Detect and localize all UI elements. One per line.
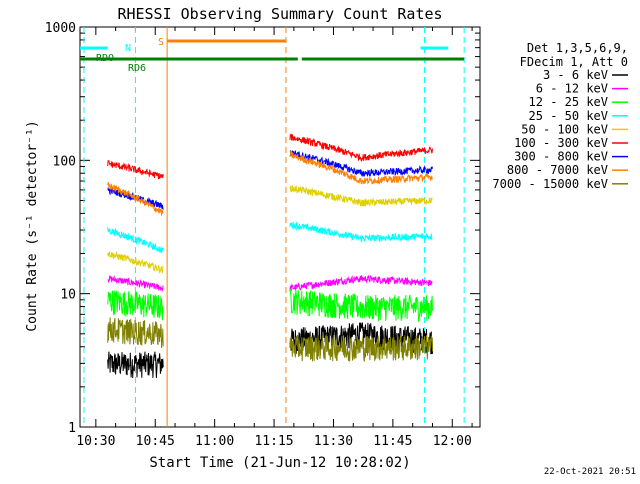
series-line	[107, 251, 164, 274]
annotation-label: RD6	[128, 63, 146, 74]
x-axis-label: Start Time (21-Jun-12 10:28:02)	[149, 455, 410, 471]
series-line	[289, 221, 433, 243]
legend-entry-label: 300 - 800 keV	[514, 150, 608, 164]
legend-entry-label: 50 - 100 keV	[521, 122, 608, 136]
legend-entry-label: 100 - 300 keV	[514, 136, 608, 150]
y-tick-label: 1000	[45, 21, 76, 36]
chart-title: RHESSI Observing Summary Count Rates	[117, 5, 442, 23]
y-axis-label: Count Rate (s⁻¹ detector⁻¹)	[25, 120, 40, 331]
x-tick-label: 10:45	[136, 434, 175, 449]
x-tick-label: 11:30	[314, 434, 353, 449]
annotation-label: S	[158, 37, 164, 48]
series-line	[289, 274, 433, 292]
series-line	[107, 275, 164, 292]
series-line	[107, 159, 164, 180]
legend-entry-label: 7000 - 15000 keV	[492, 177, 608, 191]
x-tick-label: 11:45	[373, 434, 412, 449]
x-tick-label: 11:15	[254, 434, 293, 449]
plot-frame	[79, 26, 481, 428]
legend-entry-label: 25 - 50 keV	[529, 109, 608, 123]
x-tick-label: 10:30	[76, 434, 115, 449]
annotation-label: RDO	[96, 53, 114, 64]
x-tick-label: 12:00	[433, 434, 472, 449]
series-line	[107, 290, 164, 321]
series-line	[107, 182, 164, 216]
legend-header-line-2: FDecim 1, Att 0	[520, 55, 628, 69]
legend-entry-label: 12 - 25 keV	[529, 95, 608, 109]
legend-entry-label: 800 - 7000 keV	[507, 163, 608, 177]
series-line	[289, 288, 433, 323]
series-line	[289, 185, 433, 207]
series-line	[107, 226, 164, 254]
y-tick-label: 1	[68, 421, 76, 436]
y-tick-label: 10	[60, 288, 76, 303]
legend-entry-label: 6 - 12 keV	[536, 82, 608, 96]
series-line	[107, 317, 164, 349]
series-line	[107, 351, 164, 379]
annotation-label: N	[125, 43, 131, 54]
generation-timestamp: 22-Oct-2021 20:51	[544, 467, 636, 477]
series-line	[289, 149, 433, 186]
legend-header-line-1: Det 1,3,5,6,9,	[527, 41, 628, 55]
legend-entry-label: 3 - 6 keV	[543, 68, 608, 82]
x-tick-label: 11:00	[195, 434, 234, 449]
y-tick-label: 100	[53, 154, 76, 169]
series-line	[289, 150, 433, 178]
series-line	[289, 333, 433, 362]
series-line	[289, 133, 433, 162]
